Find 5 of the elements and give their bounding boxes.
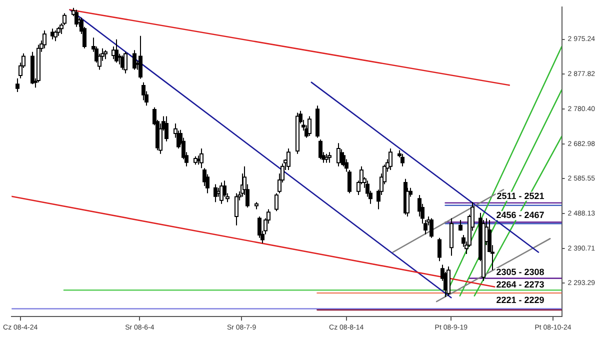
annotation: 2511 - 2521: [496, 190, 544, 201]
annotation: 2456 - 2467: [496, 210, 544, 220]
annotation: 2221 - 2229: [496, 295, 544, 306]
annotation: 2264 - 2273: [496, 279, 544, 290]
annotation: 2305 - 2308: [496, 266, 544, 277]
